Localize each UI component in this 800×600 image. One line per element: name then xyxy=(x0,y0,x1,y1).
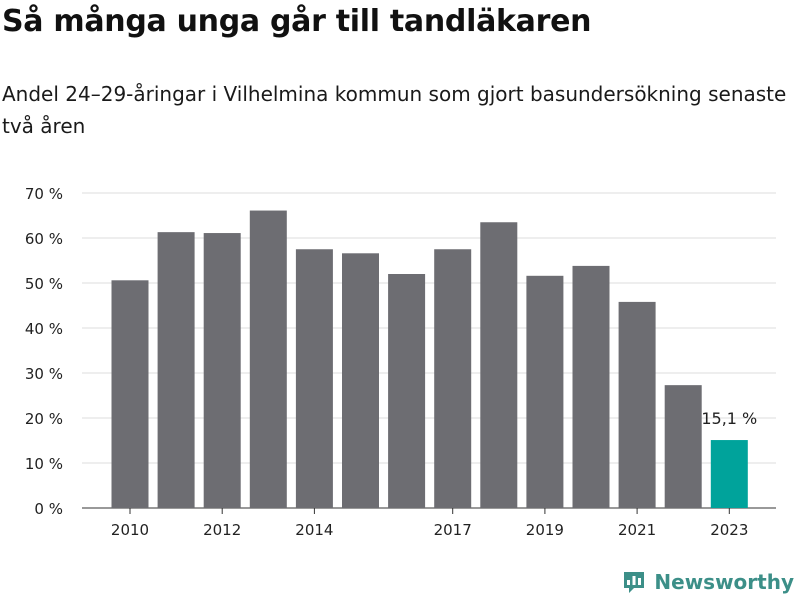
x-tick-label: 2010 xyxy=(111,521,149,539)
x-tick-label: 2019 xyxy=(526,521,564,539)
y-tick-label: 30 % xyxy=(25,365,63,383)
bars xyxy=(111,210,748,509)
bar-2020 xyxy=(572,265,610,508)
bar-2013 xyxy=(249,210,287,509)
bar-2010 xyxy=(111,280,149,508)
chart-title: Så många unga går till tandläkaren xyxy=(2,4,592,39)
y-tick-label: 20 % xyxy=(25,410,63,428)
bar-2018 xyxy=(480,222,518,508)
bar-2016 xyxy=(388,274,426,508)
bar-2011 xyxy=(157,232,195,508)
bar-2015 xyxy=(342,253,379,508)
gridlines xyxy=(82,192,776,514)
y-tick-label: 60 % xyxy=(25,230,63,248)
data-label-highlight: 15,1 % xyxy=(701,409,757,428)
bar-chart: 0 % 10 % 20 % 30 % 40 % 50 % 60 % 70 % 2010 2012 2… xyxy=(25,185,776,539)
y-tick-label: 40 % xyxy=(25,320,63,338)
bar-2023 xyxy=(710,440,748,508)
bar-2012 xyxy=(203,233,241,509)
y-tick-label: 50 % xyxy=(25,275,63,293)
x-tick-label: 2023 xyxy=(710,521,748,539)
labels: 0 % 10 % 20 % 30 % 40 % 50 % 60 % 70 % 2010 2012 2… xyxy=(25,185,757,539)
brand-name: Newsworthy xyxy=(654,570,794,594)
bar-2017 xyxy=(434,249,472,508)
y-tick-label: 70 % xyxy=(25,185,63,203)
x-tick-label: 2014 xyxy=(295,521,333,539)
y-tick-label: 0 % xyxy=(34,500,63,518)
chart-subtitle: Andel 24–29-åringar i Vilhelmina kommun … xyxy=(2,82,787,138)
x-tick-label: 2021 xyxy=(618,521,656,539)
bar-chart-bubble-icon xyxy=(624,572,645,593)
x-tick-label: 2017 xyxy=(434,521,472,539)
bar-2014 xyxy=(295,249,333,508)
bar-2019 xyxy=(526,275,564,508)
brand-logo: Newsworthy xyxy=(622,570,794,594)
y-tick-label: 10 % xyxy=(25,455,63,473)
bar-2022 xyxy=(664,385,702,508)
bar-2021 xyxy=(618,301,656,508)
x-tick-label: 2012 xyxy=(203,521,241,539)
